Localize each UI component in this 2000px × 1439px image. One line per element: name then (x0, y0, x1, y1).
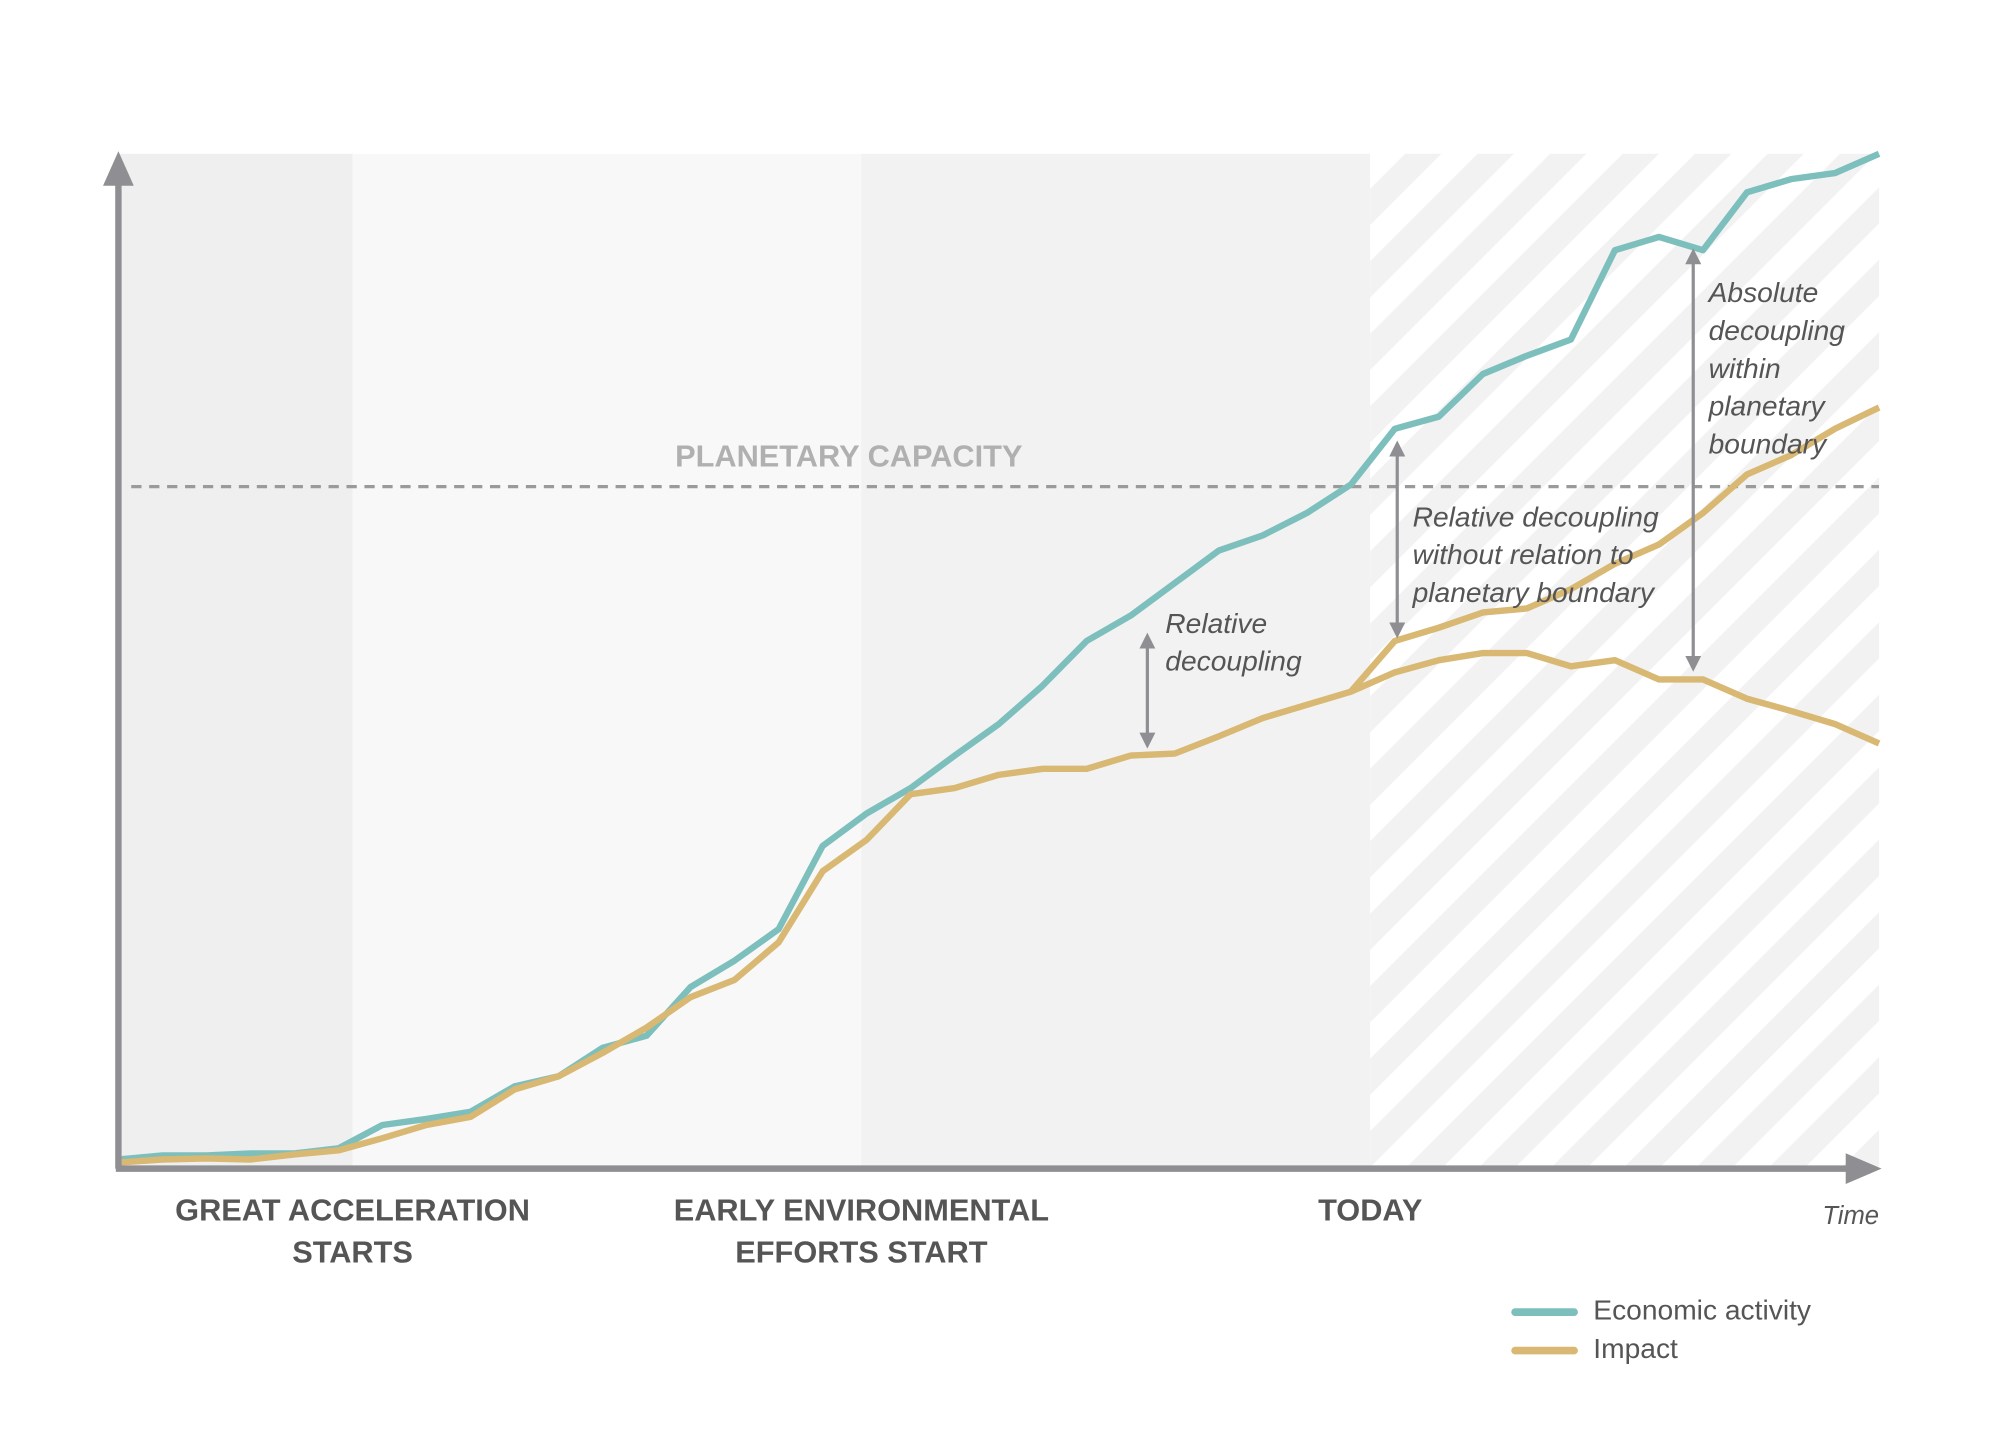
legend-label: Economic activity (1593, 1294, 1812, 1326)
annotations: Relative decoupling Relative decoupling wit… (1165, 276, 1845, 676)
band (118, 153, 353, 1169)
event-label: EARLY ENVIRONMENTAL (674, 1192, 1049, 1227)
band (352, 153, 862, 1169)
annotation: boundary (1709, 427, 1828, 459)
x-axis-arrow (1845, 1153, 1882, 1185)
annotation: within (1709, 352, 1781, 384)
legend-label: Impact (1593, 1332, 1678, 1364)
series-line (1348, 404, 1881, 694)
annotation: Absolute (1707, 276, 1819, 308)
y-axis-arrow (103, 151, 134, 186)
annotation: planetary boundary (1412, 576, 1656, 608)
capacity-label: PLANETARY CAPACITY (675, 439, 1023, 474)
annotation-arrows (1139, 248, 1702, 749)
event-label: EFFORTS START (735, 1235, 987, 1270)
annotation: decoupling (1709, 314, 1846, 346)
series-line (118, 649, 1881, 1166)
annotation: planetary (1708, 390, 1827, 422)
annotation: Relative decoupling (1413, 500, 1659, 532)
series-line (118, 150, 1881, 1163)
series-lines (118, 150, 1881, 1166)
annotation: Relative (1165, 607, 1267, 639)
annotation: decoupling (1165, 645, 1302, 677)
background-bands (118, 153, 1880, 1169)
band (861, 153, 1371, 1169)
legend: Economic activity Impact (1511, 1294, 1812, 1364)
annotation: without relation to (1413, 538, 1634, 570)
event-label: TODAY (1318, 1192, 1423, 1227)
axes (103, 151, 1882, 1185)
x-axis-label: Time (1822, 1202, 1879, 1230)
event-label: STARTS (292, 1235, 413, 1270)
event-label: GREAT ACCELERATION (175, 1192, 530, 1227)
